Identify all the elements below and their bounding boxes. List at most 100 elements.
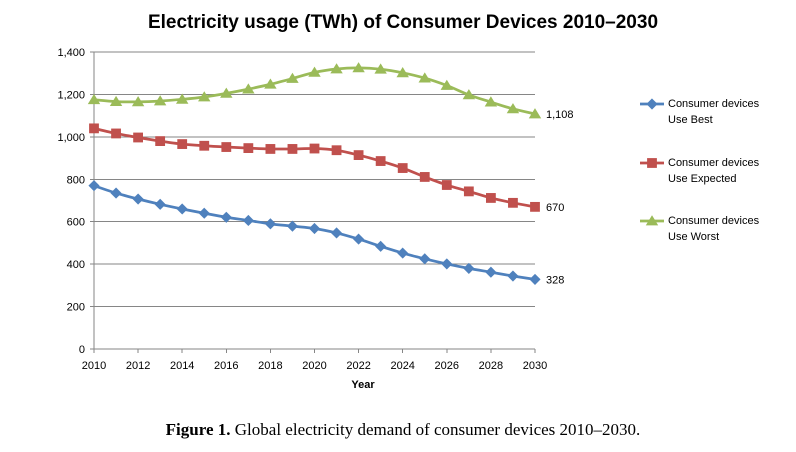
x-tick-label: 2022 <box>346 360 370 372</box>
data-point-worst <box>462 89 476 100</box>
x-axis-title: Year <box>351 379 375 391</box>
y-tick-label: 200 <box>67 302 85 314</box>
data-point-expected <box>89 123 99 134</box>
data-point-best <box>353 233 365 245</box>
data-point-best <box>397 247 409 259</box>
data-point-expected <box>331 145 342 156</box>
data-point-worst <box>440 79 454 90</box>
data-point-expected <box>309 143 320 154</box>
y-tick-label: 600 <box>67 217 85 229</box>
legend-swatch-marker <box>647 157 657 168</box>
data-point-expected <box>375 156 386 166</box>
data-point-expected <box>485 193 496 203</box>
data-point-expected <box>530 201 540 212</box>
legend-item-expected: Consumer devices Use Expected <box>640 155 780 189</box>
x-tick-label: 2028 <box>479 360 503 372</box>
data-point-expected <box>243 143 254 154</box>
data-point-worst <box>175 93 189 104</box>
data-point-worst <box>131 96 145 107</box>
data-point-worst <box>264 78 277 89</box>
data-point-expected <box>508 197 518 208</box>
data-point-best <box>198 207 210 219</box>
end-label-worst: 1,108 <box>546 109 574 121</box>
x-axis: 2010 2012 2014 2016 2018 2020 2022 2024 2026 2028… <box>82 349 547 372</box>
data-point-worst <box>418 72 431 83</box>
data-point-best <box>375 240 387 252</box>
x-tick-label: 2016 <box>214 360 238 372</box>
chart-title: Electricity usage (TWh) of Consumer Devi… <box>148 12 658 33</box>
data-point-worst <box>352 62 365 73</box>
data-point-best <box>529 273 541 285</box>
data-point-best <box>286 220 299 232</box>
data-point-worst <box>528 108 542 119</box>
data-point-expected <box>265 144 276 154</box>
data-point-best <box>441 258 453 270</box>
x-tick-label: 2020 <box>302 360 326 372</box>
data-point-expected <box>177 139 188 149</box>
x-tick-label: 2014 <box>170 360 194 372</box>
x-tick-label: 2010 <box>82 360 106 372</box>
end-label-best: 328 <box>546 274 564 286</box>
x-tick-label: 2018 <box>258 360 282 372</box>
y-axis: 0 200 400 600 800 1,000 1,200 1,400 <box>57 47 95 356</box>
legend-label: Consumer devices Use Best <box>668 98 760 126</box>
legend-label: Consumer devices Use Expected <box>668 156 760 185</box>
series-best: 328 <box>88 180 564 286</box>
y-tick-label: 1,400 <box>57 47 85 59</box>
legend-swatch <box>640 157 664 168</box>
legend-label: Consumer devices Use Worst <box>668 215 760 243</box>
data-point-worst <box>242 83 255 94</box>
data-point-expected <box>463 186 474 197</box>
caption-label: Figure 1. <box>165 420 231 439</box>
data-point-expected <box>419 172 430 182</box>
data-point-worst <box>374 63 387 74</box>
data-point-best <box>264 218 276 230</box>
y-tick-label: 1,200 <box>57 89 85 101</box>
legend-item-worst: Consumer devices Use Worst <box>640 213 780 247</box>
legend-swatch <box>640 98 664 110</box>
data-point-expected <box>397 163 408 173</box>
data-point-best <box>463 262 475 274</box>
x-tick-label: 2012 <box>126 360 150 372</box>
caption-text: Global electricity demand of consumer de… <box>234 420 641 439</box>
data-point-best <box>308 222 321 235</box>
legend-swatch-marker <box>645 215 659 226</box>
legend-swatch-marker <box>646 98 658 110</box>
y-tick-label: 800 <box>67 174 85 186</box>
data-point-best <box>154 198 166 210</box>
series-expected: 670 <box>89 123 564 214</box>
data-point-best <box>176 203 188 215</box>
data-point-best <box>110 187 122 199</box>
figure-caption: Figure 1. Global electricity demand of c… <box>0 419 796 441</box>
line-chart: Electricity usage (TWh) of Consumer Devi… <box>57 12 658 391</box>
data-point-worst <box>153 95 167 106</box>
data-point-worst <box>109 95 123 107</box>
data-point-best <box>132 193 144 205</box>
data-point-best <box>330 227 343 239</box>
data-point-best <box>88 180 100 192</box>
data-point-best <box>485 266 497 278</box>
data-point-worst <box>396 67 409 78</box>
data-point-worst <box>308 66 321 77</box>
data-point-expected <box>111 128 121 139</box>
legend: Consumer devices Use Best Consumer device… <box>640 0 780 260</box>
data-point-worst <box>220 87 233 98</box>
data-point-expected <box>441 180 452 190</box>
data-point-worst <box>286 72 299 83</box>
data-point-worst <box>87 93 101 105</box>
data-point-expected <box>155 136 166 147</box>
x-tick-label: 2026 <box>435 360 459 372</box>
data-point-worst <box>330 63 343 74</box>
data-point-worst <box>198 91 211 102</box>
legend-item-best: Consumer devices Use Best <box>640 96 780 130</box>
y-tick-label: 400 <box>67 259 85 271</box>
data-point-best <box>507 270 519 282</box>
end-label-expected: 670 <box>546 202 564 214</box>
legend-swatch <box>640 215 664 226</box>
y-tick-label: 1,000 <box>57 132 85 144</box>
x-tick-label: 2024 <box>390 360 414 372</box>
data-point-expected <box>287 144 298 154</box>
data-point-worst <box>506 103 520 114</box>
data-point-worst <box>484 96 498 107</box>
